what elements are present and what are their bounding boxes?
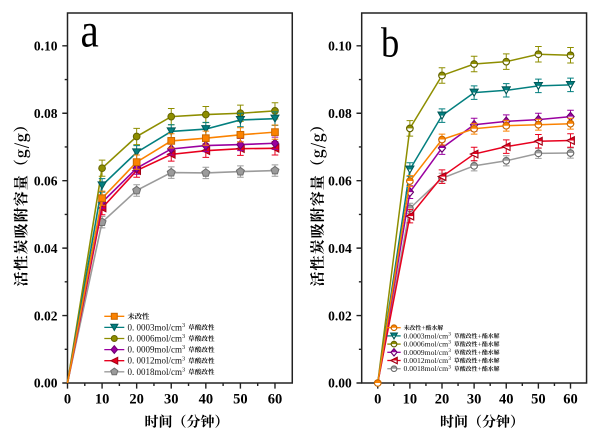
svg-text:0.0009mol/cm: 0.0009mol/cm <box>404 348 449 357</box>
svg-text:0.06: 0.06 <box>328 173 352 188</box>
svg-text:0. 0012mol/cm: 0. 0012mol/cm <box>128 356 183 366</box>
svg-text:30: 30 <box>467 392 482 408</box>
svg-text:0.0006mol/cm: 0.0006mol/cm <box>404 340 449 349</box>
svg-text:0.08: 0.08 <box>328 106 352 121</box>
svg-text:+: + <box>477 331 481 340</box>
svg-text:3: 3 <box>448 356 451 362</box>
svg-text:0: 0 <box>374 392 381 408</box>
svg-text:0.0018mol/cm: 0.0018mol/cm <box>404 364 449 373</box>
svg-text:+: + <box>477 364 481 373</box>
svg-text:0.02: 0.02 <box>34 308 58 323</box>
svg-text:3: 3 <box>448 364 451 370</box>
svg-text:0. 0009mol/cm: 0. 0009mol/cm <box>128 345 183 355</box>
svg-text:0.00: 0.00 <box>328 376 352 391</box>
svg-text:50: 50 <box>531 392 546 408</box>
svg-text:0: 0 <box>64 392 71 408</box>
svg-text:50: 50 <box>233 392 248 408</box>
svg-text:+: + <box>477 348 481 357</box>
svg-text:3: 3 <box>182 322 185 329</box>
svg-text:0. 0006mol/cm: 0. 0006mol/cm <box>128 333 183 343</box>
svg-text:3: 3 <box>448 348 451 354</box>
svg-text:3: 3 <box>182 333 185 340</box>
svg-text:60: 60 <box>563 392 578 408</box>
svg-text:b: b <box>381 19 399 66</box>
svg-text:0. 0003mol/cm: 0. 0003mol/cm <box>128 322 183 332</box>
svg-text:0.00: 0.00 <box>34 376 58 391</box>
svg-text:3: 3 <box>182 344 185 351</box>
svg-text:40: 40 <box>199 392 214 408</box>
svg-text:0.02: 0.02 <box>328 308 352 323</box>
svg-text:30: 30 <box>164 392 179 408</box>
svg-text:0.10: 0.10 <box>34 39 58 54</box>
svg-text:20: 20 <box>129 392 144 408</box>
svg-text:3: 3 <box>182 355 185 362</box>
svg-text:0.0003mol/cm: 0.0003mol/cm <box>404 331 449 340</box>
svg-text:a: a <box>81 3 99 57</box>
svg-text:3: 3 <box>182 366 185 373</box>
svg-text:0.04: 0.04 <box>34 241 58 256</box>
svg-text:0.06: 0.06 <box>34 173 58 188</box>
svg-text:0.10: 0.10 <box>328 39 352 54</box>
svg-text:3: 3 <box>448 340 451 346</box>
svg-text:60: 60 <box>268 392 283 408</box>
svg-text:10: 10 <box>95 392 110 408</box>
svg-text:0.0012mol/cm: 0.0012mol/cm <box>404 356 449 365</box>
svg-text:20: 20 <box>435 392 450 408</box>
svg-text:10: 10 <box>403 392 418 408</box>
svg-text:+: + <box>477 356 481 365</box>
svg-text:0.04: 0.04 <box>328 241 352 256</box>
svg-text:+: + <box>421 323 425 332</box>
svg-text:3: 3 <box>448 332 451 338</box>
svg-text:+: + <box>477 340 481 349</box>
svg-text:0.08: 0.08 <box>34 106 58 121</box>
svg-text:0. 0018mol/cm: 0. 0018mol/cm <box>128 367 183 377</box>
svg-text:40: 40 <box>499 392 514 408</box>
